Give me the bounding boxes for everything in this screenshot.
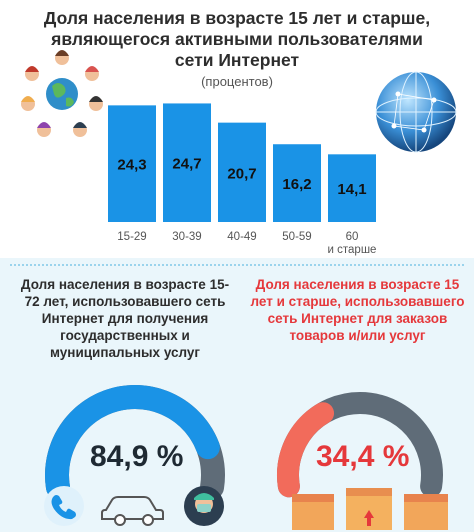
chart-subtitle: (процентов): [201, 74, 273, 89]
category-label: 15-29: [117, 231, 146, 243]
lower-section-background: [0, 258, 474, 532]
category-label: 40-49: [227, 231, 256, 243]
left-panel-text: Доля населения в возрасте 15-72 лет, исп…: [20, 277, 230, 360]
doctor-icon: [184, 486, 224, 526]
gauge-fill: [45, 385, 220, 500]
bar-4: [273, 144, 321, 222]
people-globe-icon: [21, 50, 103, 137]
bar-5: [328, 154, 376, 222]
bar-chart: 24,3 15-29 24,7 30-39 20,7 40-49 16,2 50-59 14,1…: [108, 103, 377, 256]
bar-value-label: 20,7: [227, 165, 256, 182]
gauge-charts: [45, 385, 443, 500]
car-icon: [101, 496, 164, 526]
bar-1: [108, 105, 156, 222]
boxes-icon: [292, 488, 448, 530]
category-label: 60: [346, 231, 359, 243]
bar-2: [163, 103, 211, 222]
category-label: и старше: [328, 244, 377, 256]
bar-value-label: 24,7: [172, 156, 201, 173]
dotted-divider: [10, 264, 464, 266]
globe-icon: [375, 71, 457, 153]
bar-value-label: 14,1: [337, 181, 366, 198]
chart-title: Доля населения в возрасте 15 лет и старш…: [43, 8, 431, 70]
right-panel-text: Доля населения в возрасте 15 лет и старш…: [250, 277, 465, 343]
bar-value-label: 24,3: [117, 157, 146, 174]
phone-icon: [44, 486, 84, 526]
left-icons: [44, 486, 224, 526]
left-gauge-value: 84,9 %: [90, 440, 184, 473]
bar-3: [218, 122, 266, 222]
category-label: 50-59: [282, 231, 311, 243]
right-gauge-value: 34,4 %: [316, 440, 410, 473]
bar-value-label: 16,2: [282, 176, 311, 193]
gauge-fill: [277, 402, 335, 498]
category-label: 30-39: [172, 231, 201, 243]
